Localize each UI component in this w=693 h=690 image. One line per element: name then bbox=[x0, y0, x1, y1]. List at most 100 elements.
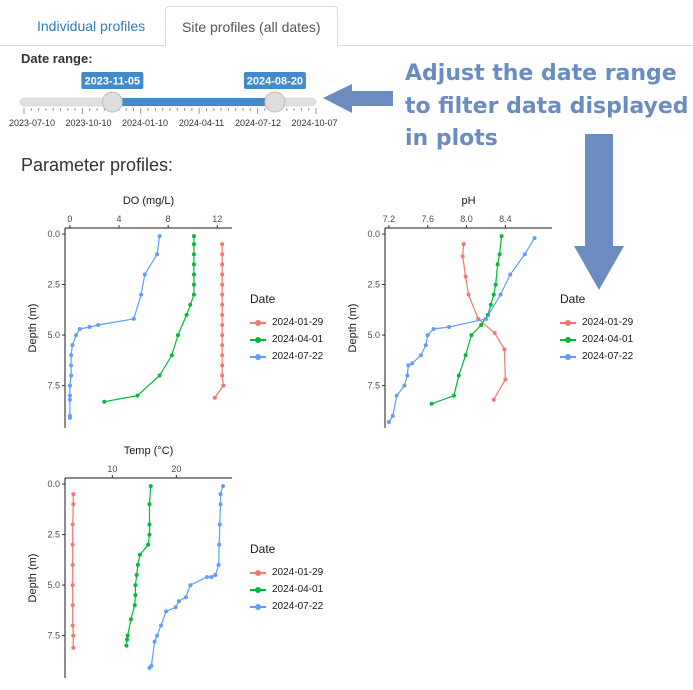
data-point bbox=[522, 252, 527, 257]
y-tick-label: 5.0 bbox=[47, 580, 60, 590]
slider-selected-range[interactable] bbox=[112, 98, 275, 106]
slider-value-to-badge bbox=[243, 72, 306, 89]
data-point bbox=[220, 373, 225, 378]
data-point bbox=[152, 639, 157, 644]
data-point bbox=[479, 322, 484, 327]
slider-value-from: 2023-11-05 bbox=[84, 76, 140, 88]
data-point bbox=[406, 363, 411, 368]
data-point bbox=[220, 363, 225, 368]
data-point bbox=[492, 331, 497, 336]
data-point bbox=[188, 302, 193, 307]
slider-handle-from[interactable] bbox=[101, 91, 123, 113]
data-point bbox=[429, 401, 434, 406]
tab-individual-profiles[interactable]: Individual profiles bbox=[37, 18, 146, 34]
data-point bbox=[132, 603, 137, 608]
y-axis-title: Depth (m) bbox=[347, 304, 359, 353]
series-line bbox=[69, 236, 161, 418]
x-tick-label: 10 bbox=[107, 464, 117, 474]
data-point bbox=[191, 252, 196, 257]
y-tick-label: 2.5 bbox=[47, 530, 60, 540]
y-tick-label: 2.5 bbox=[367, 280, 380, 290]
data-point bbox=[209, 574, 214, 579]
legend-key-icon bbox=[560, 320, 576, 325]
tab-bar-divider bbox=[0, 45, 693, 46]
data-point bbox=[220, 353, 225, 358]
x-tick-label: 7.2 bbox=[383, 214, 396, 224]
data-point bbox=[135, 393, 140, 398]
legend-label: 2024-01-29 bbox=[582, 317, 634, 328]
data-point bbox=[218, 492, 223, 497]
data-point bbox=[164, 609, 169, 614]
data-point bbox=[67, 393, 72, 398]
legend-label: 2024-04-01 bbox=[272, 584, 324, 595]
legend-temp: Date 2024-01-29 2024-04-01 2024-07-22 bbox=[250, 542, 323, 615]
data-point bbox=[191, 292, 196, 297]
data-point bbox=[498, 292, 503, 297]
data-point bbox=[532, 236, 537, 241]
legend-item: 2024-04-01 bbox=[250, 331, 323, 348]
data-point bbox=[220, 343, 225, 348]
legend-ph: Date 2024-01-29 2024-04-01 2024-07-22 bbox=[560, 292, 633, 365]
slider-tick-label: 2024-10-07 bbox=[291, 118, 337, 128]
slider-handle-to[interactable] bbox=[264, 91, 286, 113]
tab-bar: Individual profiles Site profiles (all d… bbox=[0, 0, 693, 47]
ph-profile-plot: pH 7.2 7.6 8.0 8.4 0.0 2.5 5.0 7.5 Depth (m) bbox=[320, 190, 560, 440]
date-range-slider-graphic[interactable]: 2023-07-10 2023-10-10 2024-01-10 2024-04-11… bbox=[0, 66, 340, 136]
data-point bbox=[451, 393, 456, 398]
legend-item: 2024-07-22 bbox=[560, 348, 633, 365]
plot-svg: Temp (°C) 10 20 0.0 2.5 5.0 7.5 Depth (m) bbox=[27, 445, 232, 678]
annotation-line: to filter data displayed bbox=[405, 93, 689, 119]
data-point bbox=[139, 292, 144, 297]
x-axis-title: DO (mg/L) bbox=[123, 195, 174, 207]
series-line bbox=[462, 244, 507, 401]
data-point bbox=[386, 419, 391, 424]
data-point bbox=[463, 274, 468, 279]
data-point bbox=[493, 282, 498, 287]
data-point bbox=[191, 262, 196, 267]
x-tick-label: 20 bbox=[171, 464, 181, 474]
data-point bbox=[460, 254, 465, 259]
y-tick-label: 7.5 bbox=[47, 381, 60, 391]
data-point bbox=[96, 322, 101, 327]
data-point bbox=[71, 502, 76, 507]
data-point bbox=[71, 645, 76, 650]
legend-key-icon bbox=[250, 570, 266, 575]
data-point bbox=[220, 252, 225, 257]
annotation-text: Adjust the date range to filter data dis… bbox=[405, 58, 693, 156]
data-point bbox=[221, 383, 226, 388]
data-point bbox=[70, 542, 75, 547]
legend-item: 2024-04-01 bbox=[250, 581, 323, 598]
data-point bbox=[70, 623, 75, 628]
data-point bbox=[425, 333, 430, 338]
y-tick-label: 7.5 bbox=[47, 631, 60, 641]
data-point bbox=[216, 562, 221, 567]
data-point bbox=[133, 593, 138, 598]
series-line bbox=[431, 236, 503, 405]
data-point bbox=[495, 262, 500, 267]
data-point bbox=[169, 353, 174, 358]
data-point bbox=[87, 324, 92, 329]
data-point bbox=[70, 583, 75, 588]
x-axis-title: pH bbox=[461, 195, 475, 207]
x-tick-label: 7.6 bbox=[421, 214, 434, 224]
plot-svg: DO (mg/L) 0 4 8 12 0.0 2.5 5.0 7.5 Depth (m) bbox=[27, 195, 232, 428]
data-point bbox=[461, 242, 466, 247]
data-point bbox=[220, 282, 225, 287]
y-axis-title: Depth (m) bbox=[27, 554, 39, 603]
x-tick-label: 4 bbox=[117, 214, 122, 224]
date-range-slider[interactable]: 2023-07-10 2023-10-10 2024-01-10 2024-04-11… bbox=[0, 66, 340, 136]
legend-label: 2024-04-01 bbox=[272, 334, 324, 345]
legend-label: 2024-01-29 bbox=[272, 317, 324, 328]
legend-label: 2024-07-22 bbox=[582, 351, 634, 362]
data-point bbox=[158, 623, 163, 628]
data-point bbox=[410, 361, 415, 366]
annotation-line: in plots bbox=[405, 126, 498, 151]
x-tick-label: 8.4 bbox=[499, 214, 512, 224]
data-point bbox=[191, 272, 196, 277]
data-point bbox=[497, 252, 502, 257]
tab-site-profiles[interactable]: Site profiles (all dates) bbox=[165, 6, 338, 47]
data-point bbox=[488, 302, 493, 307]
data-point bbox=[134, 572, 139, 577]
slider-tick-label: 2024-01-10 bbox=[122, 118, 168, 128]
data-point bbox=[67, 415, 72, 420]
